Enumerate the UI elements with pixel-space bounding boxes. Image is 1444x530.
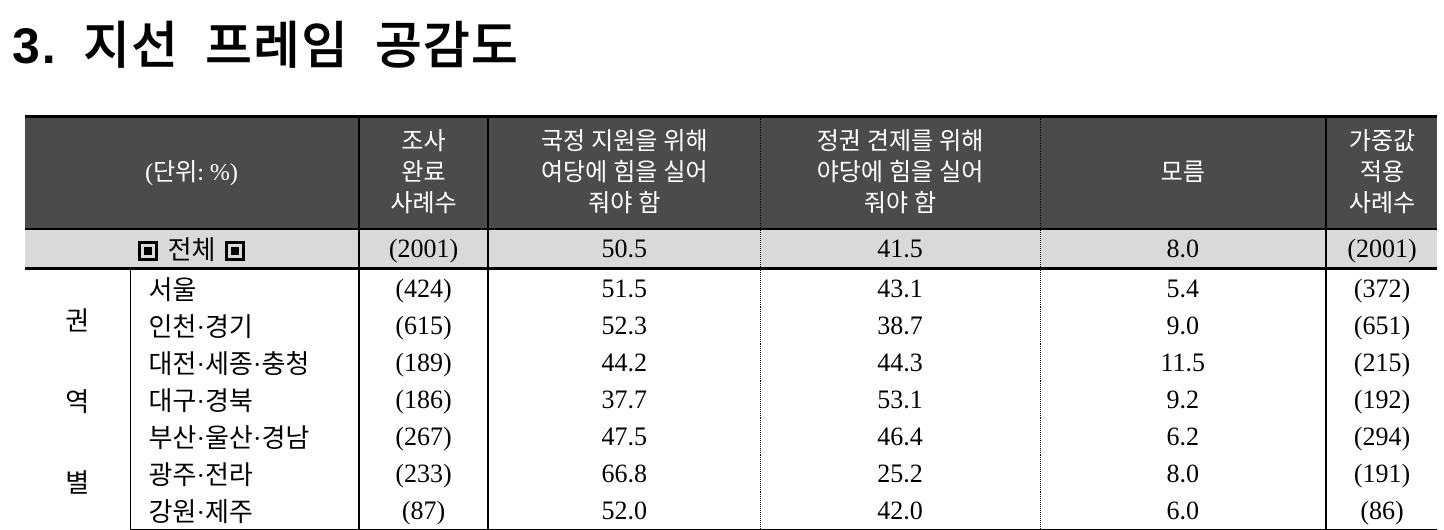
region-cell: 서울 [130, 268, 360, 307]
group-label-char: 권 [65, 306, 90, 336]
header-unit-label: (단위: %) [25, 115, 360, 230]
region-rows: 권 역 별 서울 (424) 51.5 43.1 5.4 (372) 인천·경기… [25, 268, 1437, 530]
table-row: 권 역 별 서울 (424) 51.5 43.1 5.4 (372) [25, 268, 1437, 530]
sample-cell: (267) [359, 418, 489, 455]
weighted-cell: (191) [1353, 458, 1411, 488]
check-opposition-cell: 53.1 [760, 381, 1041, 418]
sample-cell: (186) [359, 381, 489, 418]
check-opposition-cell: 38.7 [760, 307, 1041, 344]
total-row: 전체 (2001) 50.5 41.5 8.0 (2001) [25, 229, 1437, 270]
check-opposition-cell: 43.1 [760, 268, 1041, 307]
sample-cell: (424) [359, 268, 489, 307]
check-opposition-cell: 25.2 [760, 455, 1041, 492]
weighted-cell: (86) [1326, 492, 1437, 530]
header-dont-know: 모름 [1040, 115, 1327, 230]
check-opposition-cell: 42.0 [760, 492, 1041, 530]
table-row: 광주·전라 (233) 66.8 25.2 8.0 (191) [25, 455, 1437, 492]
check-opposition-cell: 44.3 [760, 344, 1041, 381]
square-marker-icon [225, 241, 246, 261]
group-label-cell: 권 역 별 [25, 268, 131, 530]
table-row: 부산·울산·경남 (267) 47.5 46.4 6.2 (294) [25, 418, 1437, 455]
region-cell: 부산·울산·경남 [130, 418, 360, 455]
header-sample-size: 조사 완료 사례수 [359, 115, 489, 230]
header-support-ruling: 국정 지원을 위해 여당에 힘을 실어 줘야 함 [488, 115, 761, 230]
header-weighted-sample: 가중값 적용 사례수 [1326, 115, 1437, 230]
total-weighted-cell: (2001) [1326, 229, 1437, 270]
table-row: 강원·제주 (87) 52.0 42.0 6.0 (86) [25, 492, 1437, 530]
dont-know-cell: 6.0 [1040, 492, 1327, 530]
total-dont-know-cell: 8.0 [1040, 229, 1327, 270]
weighted-cell: (192) [1353, 384, 1411, 414]
region-cell: 광주·전라 [130, 455, 360, 492]
support-ruling-cell: 51.5 [488, 268, 761, 307]
total-label: 전체 [167, 236, 216, 265]
weighted-cell: (651) [1353, 310, 1411, 340]
dont-know-cell: 9.0 [1040, 307, 1327, 344]
dont-know-cell: 8.0 [1040, 455, 1327, 492]
total-check-opposition-cell: 41.5 [760, 229, 1041, 270]
group-label-region: 권 역 별 [25, 301, 130, 500]
table-header: (단위: %) 조사 완료 사례수 국정 지원을 위해 여당에 힘을 실어 줘야… [25, 115, 1437, 230]
group-label-char: 별 [65, 468, 90, 498]
dont-know-cell: 9.2 [1040, 381, 1327, 418]
weighted-cell: (294) [1353, 421, 1411, 451]
dont-know-cell: 5.4 [1040, 268, 1327, 307]
support-ruling-cell: 37.7 [488, 381, 761, 418]
support-ruling-cell: 44.2 [488, 344, 761, 381]
region-cell: 강원·제주 [130, 492, 360, 530]
support-ruling-cell: 52.0 [488, 492, 761, 530]
square-marker-icon [137, 241, 158, 261]
table-row: 대전·세종·충청 (189) 44.2 44.3 11.5 (215) [25, 344, 1437, 381]
sample-cell: (87) [359, 492, 489, 530]
table-row: 인천·경기 (615) 52.3 38.7 9.0 (651) [25, 307, 1437, 344]
table-row: 대구·경북 (186) 37.7 53.1 9.2 (192) [25, 381, 1437, 418]
total-label-cell: 전체 [25, 229, 360, 270]
header-row: (단위: %) 조사 완료 사례수 국정 지원을 위해 여당에 힘을 실어 줘야… [25, 115, 1437, 230]
sample-cell: (233) [359, 455, 489, 492]
region-cell: 인천·경기 [130, 307, 360, 344]
header-check-opposition: 정권 견제를 위해 야당에 힘을 실어 줘야 함 [760, 115, 1041, 230]
region-cell: 대구·경북 [130, 381, 360, 418]
support-ruling-cell: 52.3 [488, 307, 761, 344]
total-support-ruling-cell: 50.5 [488, 229, 761, 270]
square-marker-inner [143, 247, 152, 255]
support-ruling-cell: 47.5 [488, 418, 761, 455]
weighted-cell: (372) [1353, 273, 1411, 303]
sample-cell: (189) [359, 344, 489, 381]
square-marker-inner [231, 247, 240, 255]
survey-table: (단위: %) 조사 완료 사례수 국정 지원을 위해 여당에 힘을 실어 줘야… [25, 115, 1437, 530]
dont-know-cell: 6.2 [1040, 418, 1327, 455]
sample-cell: (615) [359, 307, 489, 344]
group-label-char: 역 [65, 387, 90, 417]
page-title: 3. 지선 프레임 공감도 [12, 18, 520, 74]
weighted-cell: (215) [1353, 347, 1411, 377]
check-opposition-cell: 46.4 [760, 418, 1041, 455]
region-cell: 대전·세종·충청 [130, 344, 360, 381]
total-sample-cell: (2001) [359, 229, 489, 270]
dont-know-cell: 11.5 [1040, 344, 1327, 381]
support-ruling-cell: 66.8 [488, 455, 761, 492]
